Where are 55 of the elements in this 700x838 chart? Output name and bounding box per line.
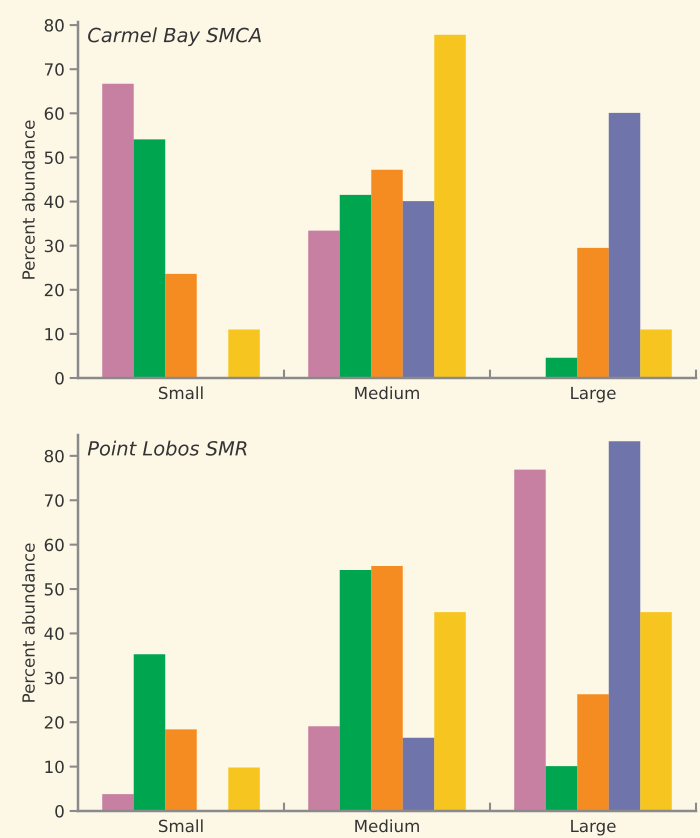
chart-title: Point Lobos SMR — [88, 440, 246, 456]
y-tick-label: 30 — [44, 240, 64, 252]
y-tick-label: 50 — [44, 151, 64, 164]
x-tick-label: Small — [158, 819, 203, 832]
bar — [371, 566, 403, 811]
y-tick-label: 20 — [44, 716, 64, 729]
bar — [165, 274, 197, 378]
bar — [165, 729, 197, 811]
y-tick-label: 20 — [44, 284, 64, 296]
bar — [340, 570, 372, 811]
y-tick-label: 30 — [44, 672, 64, 684]
x-tick-label: Large — [571, 386, 616, 402]
bar — [608, 112, 640, 378]
y-tick-label: 70 — [44, 494, 64, 507]
bar — [577, 694, 609, 811]
bar — [640, 329, 672, 378]
y-tick-label: 70 — [44, 63, 64, 76]
bar — [308, 230, 340, 378]
bar — [228, 329, 260, 378]
bar — [514, 470, 546, 811]
bar — [308, 726, 340, 811]
bar — [134, 654, 166, 811]
bar — [608, 441, 640, 811]
y-tick-label: 60 — [44, 107, 64, 120]
y-tick-label: 50 — [44, 583, 64, 596]
bar — [546, 766, 578, 811]
bar — [102, 84, 134, 378]
bar — [102, 794, 134, 811]
y-tick-label: 10 — [45, 760, 64, 774]
bar — [402, 201, 434, 378]
y-tick-label: 40 — [44, 196, 64, 208]
y-tick-label: 10 — [45, 328, 64, 340]
y-tick-label: 0 — [55, 804, 64, 818]
bar — [340, 194, 372, 378]
y-tick-label: 60 — [44, 538, 64, 552]
bar — [434, 612, 466, 811]
bar — [640, 612, 672, 811]
x-tick-label: Small — [158, 386, 203, 400]
bar — [371, 170, 403, 378]
bar — [402, 738, 434, 811]
bar — [577, 248, 609, 378]
y-axis-title: Percent abundance — [22, 544, 35, 702]
bar — [134, 139, 166, 378]
bar — [546, 358, 578, 378]
bar — [434, 34, 466, 378]
y-tick-label: 80 — [44, 19, 64, 32]
x-tick-label: Medium — [355, 819, 419, 832]
x-tick-label: Medium — [355, 386, 419, 400]
y-tick-label: 80 — [44, 450, 64, 462]
chart-title: Carmel Bay SMCA — [88, 27, 261, 46]
x-tick-label: Large — [571, 820, 616, 836]
y-axis-title: Percent abundance — [22, 120, 35, 279]
y-tick-label: 0 — [55, 372, 64, 385]
bar — [228, 767, 260, 811]
y-tick-label: 40 — [44, 627, 64, 640]
